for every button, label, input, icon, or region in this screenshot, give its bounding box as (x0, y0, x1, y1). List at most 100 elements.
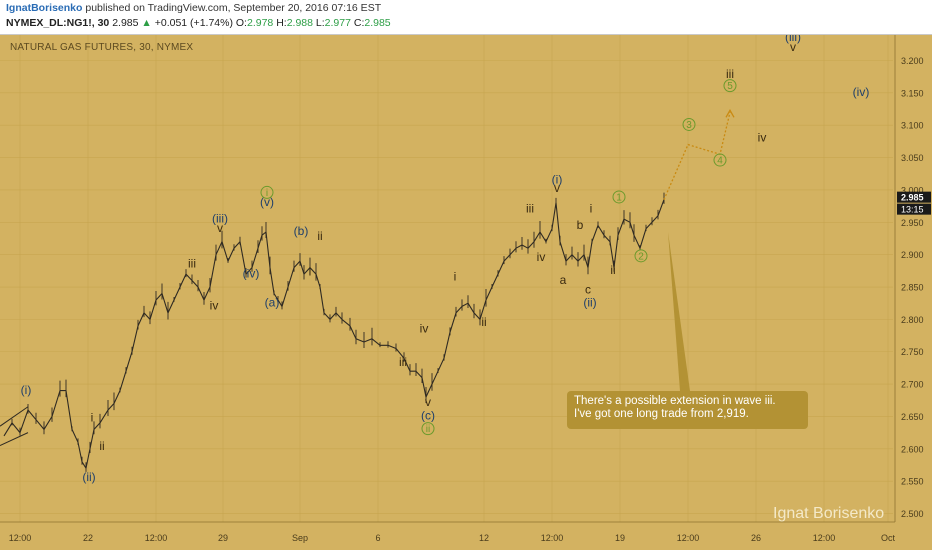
last-price: 2.985 (112, 17, 139, 29)
close-label: C: (353, 17, 365, 29)
last-price-tag-label: 2.985 (901, 193, 924, 203)
wave-label: ii (610, 263, 615, 277)
wave-label: iii (526, 202, 534, 216)
symbol-label: NYMEX_DL:NG1!, 30 (6, 17, 110, 29)
wave-label-circle (682, 117, 696, 131)
watermark: Ignat Borisenko (773, 505, 885, 522)
wave-label: (i) (21, 383, 32, 397)
author-link[interactable]: IgnatBorisenko (6, 2, 83, 14)
wave-label: ii (317, 229, 322, 243)
wave-label: v (425, 395, 431, 409)
y-tick-label: 3.200 (901, 56, 924, 66)
wave-label: iii (399, 355, 407, 369)
wave-label: i (454, 270, 457, 284)
wave-label: (iii) (785, 35, 801, 44)
wave-label: (ii) (82, 470, 95, 484)
y-tick-label: 2.750 (901, 347, 924, 357)
wave-label: iv (210, 299, 219, 313)
wave-label: i (590, 202, 593, 216)
wave-label: ii (426, 424, 430, 435)
wave-label: i (91, 411, 94, 425)
x-tick-label: 12:00 (541, 533, 564, 543)
wave-label: (iv) (243, 266, 260, 280)
countdown-tag-label: 13:15 (901, 205, 924, 215)
x-tick-label: 29 (218, 533, 228, 543)
y-tick-label: 3.050 (901, 153, 924, 163)
x-tick-label: 12:00 (677, 533, 700, 543)
y-tick-label: 2.500 (901, 509, 924, 519)
y-tick-label: 2.900 (901, 250, 924, 260)
wave-label: iii (188, 257, 196, 271)
wave-label: ii (99, 439, 104, 453)
wave-label: (b) (294, 224, 309, 238)
wave-label: (ii) (583, 295, 596, 309)
y-tick-label: 2.700 (901, 380, 924, 390)
y-tick-label: 2.550 (901, 477, 924, 487)
publish-line: IgnatBorisenko published on TradingView.… (6, 2, 381, 14)
wave-label: i (309, 264, 312, 278)
close-value: 2.985 (364, 17, 391, 29)
price-change: +0.051 (+1.74%) (154, 17, 233, 29)
wave-label: 4 (717, 156, 723, 167)
wave-label: i (266, 188, 268, 199)
wave-label: b (577, 218, 584, 232)
instrument-label: NATURAL GAS FUTURES, 30, NYMEX (10, 42, 194, 53)
low-label: L: (315, 17, 325, 29)
price-series-line (3, 199, 665, 469)
wave-label: 5 (727, 81, 733, 92)
annotation-callout: There's a possible extension in wave iii… (567, 391, 808, 429)
y-tick-label: 2.650 (901, 412, 924, 422)
chart-area[interactable]: (i) (ii) i ii iii iv (iii) v (iv) (v) i (a) (b) ii i iv… (0, 35, 932, 550)
low-value: 2.977 (324, 17, 351, 29)
y-tick-label: 3.100 (901, 121, 924, 131)
chart-header: IgnatBorisenko published on TradingView.… (0, 0, 932, 35)
x-tick-label: Oct (881, 533, 896, 543)
wave-label: a (560, 273, 567, 287)
y-tick-label: 2.800 (901, 315, 924, 325)
wedge-upper-line (0, 406, 29, 427)
wave-label: (a) (265, 295, 280, 309)
wave-label: 1 (616, 192, 622, 203)
wave-label: (iv) (853, 85, 870, 99)
callout-line-1: There's a possible extension in wave iii… (574, 395, 776, 407)
high-value: 2.988 (286, 17, 313, 29)
y-tick-label: 2.950 (901, 218, 924, 228)
wave-label: (i) (552, 172, 563, 186)
x-tick-label: 12 (479, 533, 489, 543)
last-price-tag (897, 191, 931, 203)
y-tick-label: 3.150 (901, 88, 924, 98)
wave-label-circle (713, 153, 727, 167)
projection-path (663, 112, 731, 200)
callout-line-2: I've got one long trade from 2,919. (574, 408, 749, 420)
wave-label: c (585, 282, 591, 296)
wave-label: iv (758, 130, 767, 144)
wave-label: 3 (686, 120, 692, 131)
open-label: O: (235, 17, 247, 29)
high-label: H: (276, 17, 287, 29)
x-tick-label: 12:00 (9, 533, 32, 543)
wave-label: v (790, 40, 796, 54)
wave-label: (iii) (212, 211, 228, 225)
wave-label-circle (260, 185, 274, 199)
up-arrow-icon: ▲ (141, 17, 152, 29)
y-tick-label: 2.600 (901, 444, 924, 454)
wave-label: iii (726, 67, 734, 81)
quote-line: NYMEX_DL:NG1!, 30 2.985 ▲ +0.051 (+1.74%… (6, 17, 391, 29)
wave-label: v (554, 181, 560, 195)
x-tick-label: 22 (83, 533, 93, 543)
wave-label: v (217, 221, 223, 235)
y-tick-label: 2.850 (901, 283, 924, 293)
published-text: published on TradingView.com, September … (85, 2, 382, 14)
x-tick-label: 12:00 (813, 533, 836, 543)
x-tick-label: 19 (615, 533, 625, 543)
y-tick-label: 3.000 (901, 185, 924, 195)
x-tick-label: 6 (375, 533, 380, 543)
projection-arrowhead (725, 108, 735, 118)
wave-label: iv (537, 250, 546, 264)
open-value: 2.978 (246, 17, 274, 29)
wave-label: ii (481, 315, 486, 329)
wave-label-circle (723, 79, 737, 93)
wave-label: 2 (638, 251, 644, 262)
wedge-lower-line (0, 432, 29, 447)
